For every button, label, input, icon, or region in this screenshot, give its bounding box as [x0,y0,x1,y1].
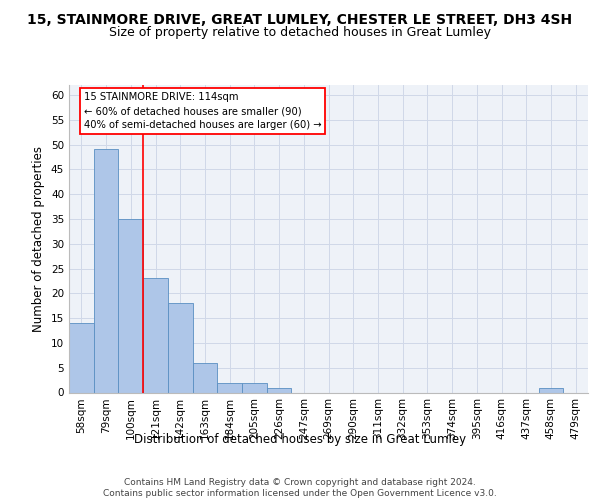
Y-axis label: Number of detached properties: Number of detached properties [32,146,46,332]
Bar [143,278,168,392]
Bar [539,388,563,392]
Text: Contains HM Land Registry data © Crown copyright and database right 2024.
Contai: Contains HM Land Registry data © Crown c… [103,478,497,498]
Bar [69,323,94,392]
Bar [193,362,217,392]
Bar [242,382,267,392]
Bar [168,303,193,392]
Text: Size of property relative to detached houses in Great Lumley: Size of property relative to detached ho… [109,26,491,39]
Bar [217,382,242,392]
Bar [267,388,292,392]
Text: Distribution of detached houses by size in Great Lumley: Distribution of detached houses by size … [134,432,466,446]
Bar [118,219,143,392]
Bar [94,150,118,392]
Text: 15 STAINMORE DRIVE: 114sqm
← 60% of detached houses are smaller (90)
40% of semi: 15 STAINMORE DRIVE: 114sqm ← 60% of deta… [84,92,322,130]
Text: 15, STAINMORE DRIVE, GREAT LUMLEY, CHESTER LE STREET, DH3 4SH: 15, STAINMORE DRIVE, GREAT LUMLEY, CHEST… [28,12,572,26]
